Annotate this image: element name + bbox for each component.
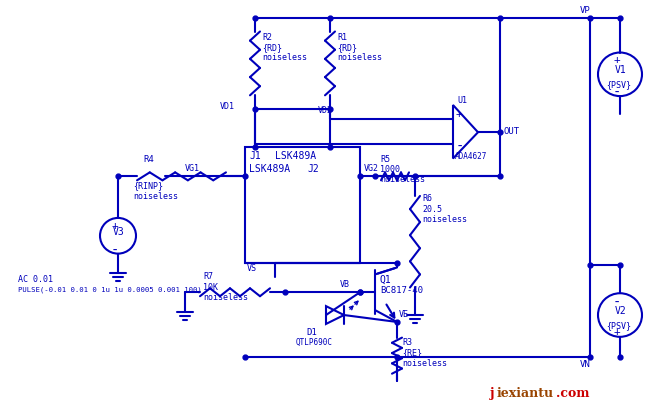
Text: J2: J2	[307, 164, 319, 174]
Text: AC 0.01: AC 0.01	[18, 275, 53, 285]
Text: BC817-40: BC817-40	[380, 286, 423, 295]
Text: .com: .com	[556, 387, 589, 400]
Text: -: -	[613, 296, 621, 310]
Text: R3
{RE}
noiseless: R3 {RE} noiseless	[402, 338, 447, 368]
Text: -: -	[613, 86, 621, 100]
Text: VD1: VD1	[220, 102, 235, 112]
Text: ADA4627: ADA4627	[455, 152, 487, 160]
Text: {PSV}: {PSV}	[606, 80, 631, 89]
Text: V1: V1	[615, 65, 627, 75]
Text: LSK489A: LSK489A	[249, 164, 290, 174]
Text: +: +	[614, 327, 620, 337]
Text: VN: VN	[580, 359, 591, 369]
Text: iexiantu: iexiantu	[497, 387, 554, 400]
Text: VE: VE	[399, 310, 409, 319]
Text: R1
{RD}
noiseless: R1 {RD} noiseless	[337, 33, 382, 62]
Text: VG1: VG1	[185, 164, 200, 173]
Text: QTLP690C: QTLP690C	[296, 338, 333, 347]
Text: VP: VP	[580, 6, 591, 15]
Text: V3: V3	[113, 227, 125, 237]
Text: VG2: VG2	[364, 164, 379, 173]
Text: j: j	[490, 387, 495, 400]
Text: -: -	[111, 244, 119, 258]
Text: VB: VB	[340, 280, 350, 289]
Text: VD2: VD2	[318, 106, 333, 115]
Text: LSK489A: LSK489A	[275, 151, 316, 160]
Text: VS: VS	[247, 264, 257, 272]
Text: V2: V2	[615, 306, 627, 316]
Text: Q1: Q1	[380, 274, 392, 285]
Text: PULSE(-0.01 0.01 0 1u 1u 0.0005 0.001 100): PULSE(-0.01 0.01 0 1u 1u 0.0005 0.001 10…	[18, 286, 202, 293]
Text: R7
10K
noiseless: R7 10K noiseless	[203, 272, 248, 302]
Text: {PSV}: {PSV}	[606, 321, 631, 330]
Text: R6
20.5
noiseless: R6 20.5 noiseless	[422, 194, 467, 224]
Text: R4: R4	[143, 154, 154, 164]
Text: D1: D1	[306, 328, 317, 337]
Text: +: +	[112, 221, 118, 231]
Text: +: +	[614, 56, 620, 65]
Text: R5
1000
noiseless: R5 1000 noiseless	[380, 154, 425, 184]
Text: -: -	[456, 140, 464, 154]
Text: {RINP}
noiseless: {RINP} noiseless	[133, 181, 178, 201]
Text: U1: U1	[457, 96, 467, 105]
Text: +: +	[456, 109, 463, 119]
Text: J1: J1	[249, 151, 261, 160]
Text: R2
{RD}
noiseless: R2 {RD} noiseless	[262, 33, 307, 62]
Text: OUT: OUT	[504, 127, 520, 136]
